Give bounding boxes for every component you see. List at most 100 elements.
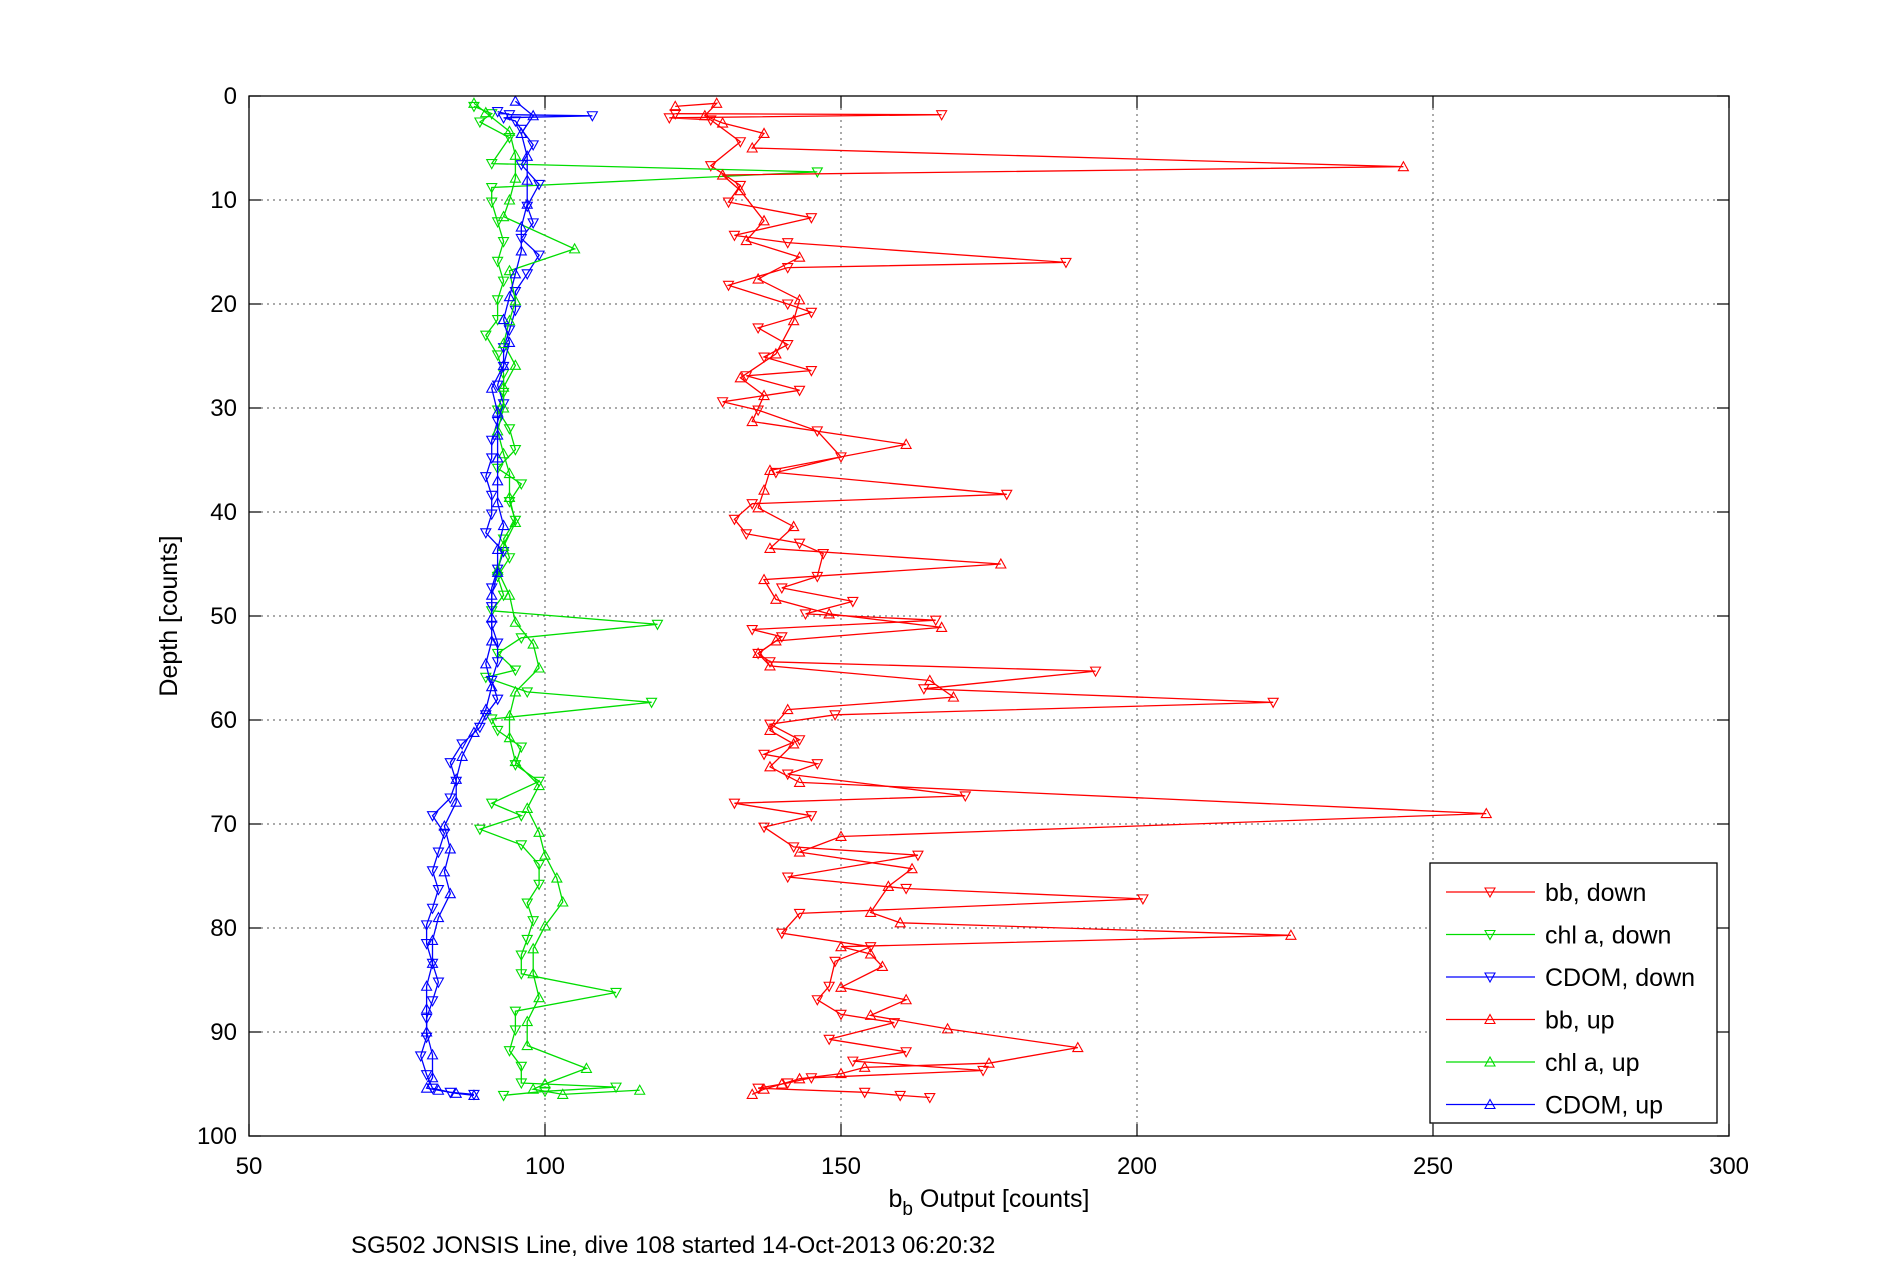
data-point [716,116,729,128]
data-point [645,697,658,709]
data-point [420,920,433,932]
data-point [509,267,522,279]
data-point [1071,1041,1084,1053]
legend-entry: CDOM, up [1446,1092,1663,1120]
data-point [485,182,498,194]
data-point [1284,929,1297,940]
data-point [917,684,930,695]
data-point [491,496,504,508]
data-point [485,675,498,687]
data-point [485,490,498,502]
data-point [758,1083,770,1094]
x-tick-label: 250 [1413,1153,1453,1180]
data-point [503,731,516,743]
data-point [781,703,794,715]
legend-entry: CDOM, down [1446,964,1695,992]
data-point [793,385,806,397]
legend-label: bb, down [1545,879,1646,907]
data-point [515,1078,528,1090]
data-point [420,1025,433,1037]
data-point [781,299,794,311]
data-point [497,534,510,546]
data-point [491,474,504,486]
data-point [900,1047,913,1058]
data-point [923,674,936,686]
data-point [769,634,782,646]
data-point [698,109,711,121]
data-point [497,401,510,413]
legend-entry: chl a, up [1446,1049,1640,1077]
data-point [521,198,534,209]
data-point [568,242,581,254]
data-point [426,1048,439,1060]
data-point [491,380,504,392]
data-point [468,1089,480,1100]
data-point [716,397,729,408]
data-point [758,214,770,226]
data-point [823,1034,836,1046]
data-point [485,197,498,209]
data-point [497,359,510,370]
data-point [515,160,528,171]
x-axis-label-main: b [889,1185,903,1213]
data-point [497,1090,510,1102]
data-point [716,168,729,180]
data-point [781,872,794,884]
data-point [900,883,913,895]
data-point [758,484,770,495]
data-point [491,694,504,706]
data-point [633,1084,646,1095]
x-tick-label: 50 [236,1153,263,1180]
data-point [485,589,498,600]
data-point [491,107,504,118]
data-point [805,811,818,822]
data-point [941,1022,954,1034]
legend-entry: chl a, down [1446,922,1671,950]
data-point [734,137,747,148]
data-point [900,438,913,449]
data-point [811,571,824,583]
data-point [485,382,498,393]
y-tick-label: 30 [210,395,237,422]
data-point [491,543,504,554]
data-point [787,314,800,326]
data-point [556,1088,569,1099]
x-tick-label: 150 [821,1153,861,1180]
y-tick-label: 60 [210,707,237,734]
legend-entry: bb, down [1446,879,1646,907]
data-point [787,737,800,749]
series-line [473,102,640,1096]
data-point [764,542,776,553]
data-point [734,371,747,383]
data-point [811,995,824,1006]
data-point [509,616,522,627]
data-point [497,237,510,248]
x-axis-label: bb Output [counts] [889,1185,1090,1220]
data-point [888,1018,901,1029]
data-point [775,928,788,940]
data-point [811,759,824,770]
legend-swatch-marker [1484,887,1496,899]
data-point [775,1077,788,1089]
data-point [663,113,676,124]
data-point [817,549,830,560]
data-point [781,340,794,351]
data-point [432,1084,445,1095]
data-point [432,911,445,923]
legend: bb, down chl a, down CDOM, down bb, up chl a… [1429,862,1718,1124]
data-point [485,634,498,646]
data-point [497,210,510,222]
data-point [610,987,622,999]
data-point [479,472,492,483]
data-point [497,447,510,459]
data-point [503,264,516,276]
data-point [509,516,522,527]
data-point [527,916,540,927]
figure-caption: SG502 JONSIS Line, dive 108 started 14-O… [351,1232,995,1259]
data-point [912,850,924,862]
data-point [485,680,498,692]
data-point [846,596,859,608]
data-point [456,739,469,751]
data-point [793,251,806,262]
